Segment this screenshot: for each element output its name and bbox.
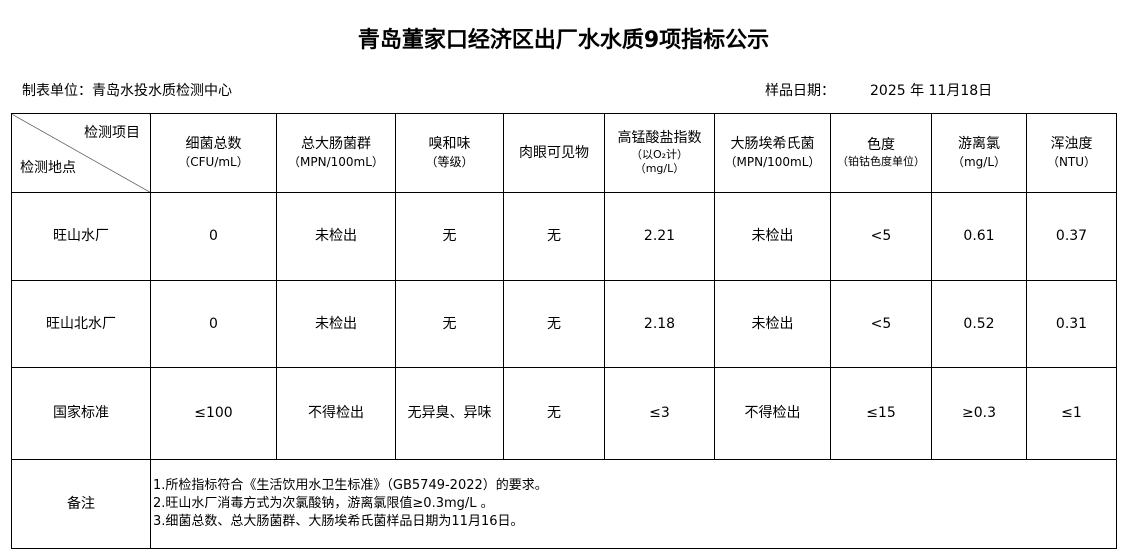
notes-label: 备注 xyxy=(11,459,151,549)
cell: 无 xyxy=(503,367,605,460)
cell: 未检出 xyxy=(276,280,396,368)
col-header: 总大肠菌群 （MPN/100mL） xyxy=(276,113,396,193)
cell: ≤100 xyxy=(150,367,277,460)
header-row: 检测项目检测地点 细菌总数 （CFU/mL） 总大肠菌群 （MPN/100mL） 嗅… xyxy=(11,113,1117,193)
row-label: 国家标准 xyxy=(11,367,151,460)
cell: 0.31 xyxy=(1026,280,1117,368)
cell: ≤15 xyxy=(830,367,932,460)
cell: 不得检出 xyxy=(276,367,396,460)
note-line: 3.细菌总数、总大肠菌群、大肠埃希氏菌样品日期为11月16日。 xyxy=(153,514,524,529)
location-header: 检测地点 xyxy=(20,160,76,177)
col-header: 游离氯 （mg/L） xyxy=(931,113,1027,193)
cell: 0 xyxy=(150,192,277,281)
cell: <5 xyxy=(830,280,932,368)
page-title: 青岛董家口经济区出厂水水质9项指标公示 xyxy=(357,28,770,53)
cell: 2.21 xyxy=(604,192,715,281)
water-quality-table: 检测项目检测地点 细菌总数 （CFU/mL） 总大肠菌群 （MPN/100mL） 嗅… xyxy=(11,113,1117,549)
cell: 0.52 xyxy=(931,280,1027,368)
diagonal-header-cell: 检测项目检测地点 xyxy=(11,113,151,193)
col-header: 色度 （铂钴色度单位） xyxy=(830,113,932,193)
cell: 不得检出 xyxy=(714,367,831,460)
table-row: 旺山北水厂 0 未检出无无 2.18 未检出 <5 0.52 0.31 xyxy=(11,280,1117,368)
col-header: 浑浊度 （NTU） xyxy=(1026,113,1117,193)
cell: 未检出 xyxy=(714,192,831,281)
col-header: 大肠埃希氏菌 （MPN/100mL） xyxy=(714,113,831,193)
cell: 0 xyxy=(150,280,277,368)
note-line: 2.旺山水厂消毒方式为次氯酸钠，游离氯限值≥0.3mg/L 。 xyxy=(153,496,494,511)
cell: 无 xyxy=(503,192,605,281)
cell: 无 xyxy=(395,280,504,368)
col-header: 细菌总数 （CFU/mL） xyxy=(150,113,277,193)
cell: 未检出 xyxy=(714,280,831,368)
table-row: 旺山水厂 0 未检出无无 2.21 未检出 <5 0.61 0.37 xyxy=(11,192,1117,281)
item-header: 检测项目 xyxy=(84,125,140,141)
note-line: 1.所检指标符合《生活饮用水卫生标准》（GB5749-2022）的要求。 xyxy=(153,478,548,493)
cell: 无 xyxy=(395,192,504,281)
cell: 无 xyxy=(503,280,605,368)
date-label: 样品日期： xyxy=(765,83,835,99)
cell: <5 xyxy=(830,192,932,281)
cell: 未检出 xyxy=(276,192,396,281)
col-header: 肉眼可见物 xyxy=(503,113,605,193)
col-header: 嗅和味 （等级） xyxy=(395,113,504,193)
date-value: 2025 年 11月18日 xyxy=(870,83,993,99)
cell: ≤1 xyxy=(1026,367,1117,460)
table-row: 国家标准 ≤100 不得检出 无异臭、异味无 ≤3 不得检出 ≤15 ≥0.3 ≤1 xyxy=(11,367,1117,460)
row-label: 旺山水厂 xyxy=(11,192,151,281)
cell: ≤3 xyxy=(604,367,715,460)
cell: 0.61 xyxy=(931,192,1027,281)
notes-row: 备注 1.所检指标符合《生活饮用水卫生标准》（GB5749-2022）的要求。 … xyxy=(11,459,1117,549)
col-header: 高锰酸盐指数 （以O₂计） （mg/L） xyxy=(604,113,715,193)
cell: 无异臭、异味 xyxy=(395,367,504,460)
cell: 2.18 xyxy=(604,280,715,368)
cell: 0.37 xyxy=(1026,192,1117,281)
cell: ≥0.3 xyxy=(931,367,1027,460)
notes-content: 1.所检指标符合《生活饮用水卫生标准》（GB5749-2022）的要求。 2.旺… xyxy=(150,459,1117,549)
unit-label: 制表单位：青岛水投水质检测中心 xyxy=(22,83,232,99)
row-label: 旺山北水厂 xyxy=(11,280,151,368)
